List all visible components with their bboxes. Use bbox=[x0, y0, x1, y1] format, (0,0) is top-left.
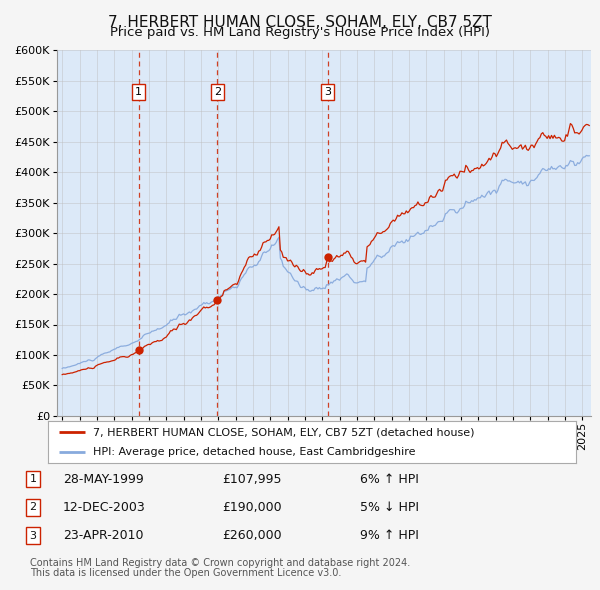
Text: This data is licensed under the Open Government Licence v3.0.: This data is licensed under the Open Gov… bbox=[30, 568, 341, 578]
Text: £190,000: £190,000 bbox=[222, 501, 281, 514]
Text: 23-APR-2010: 23-APR-2010 bbox=[63, 529, 143, 542]
Text: 1: 1 bbox=[135, 87, 142, 97]
Text: 6% ↑ HPI: 6% ↑ HPI bbox=[360, 473, 419, 486]
Text: 1: 1 bbox=[29, 474, 37, 484]
Text: 7, HERBERT HUMAN CLOSE, SOHAM, ELY, CB7 5ZT (detached house): 7, HERBERT HUMAN CLOSE, SOHAM, ELY, CB7 … bbox=[93, 427, 475, 437]
Text: HPI: Average price, detached house, East Cambridgeshire: HPI: Average price, detached house, East… bbox=[93, 447, 415, 457]
Text: 28-MAY-1999: 28-MAY-1999 bbox=[63, 473, 144, 486]
Text: 3: 3 bbox=[324, 87, 331, 97]
Text: Price paid vs. HM Land Registry's House Price Index (HPI): Price paid vs. HM Land Registry's House … bbox=[110, 26, 490, 39]
Text: £260,000: £260,000 bbox=[222, 529, 281, 542]
Text: 2: 2 bbox=[214, 87, 221, 97]
Text: Contains HM Land Registry data © Crown copyright and database right 2024.: Contains HM Land Registry data © Crown c… bbox=[30, 558, 410, 568]
Text: 7, HERBERT HUMAN CLOSE, SOHAM, ELY, CB7 5ZT: 7, HERBERT HUMAN CLOSE, SOHAM, ELY, CB7 … bbox=[108, 15, 492, 30]
Text: 5% ↓ HPI: 5% ↓ HPI bbox=[360, 501, 419, 514]
Text: 12-DEC-2003: 12-DEC-2003 bbox=[63, 501, 146, 514]
Text: 9% ↑ HPI: 9% ↑ HPI bbox=[360, 529, 419, 542]
Text: 3: 3 bbox=[29, 531, 37, 540]
Text: 2: 2 bbox=[29, 503, 37, 512]
Text: £107,995: £107,995 bbox=[222, 473, 281, 486]
